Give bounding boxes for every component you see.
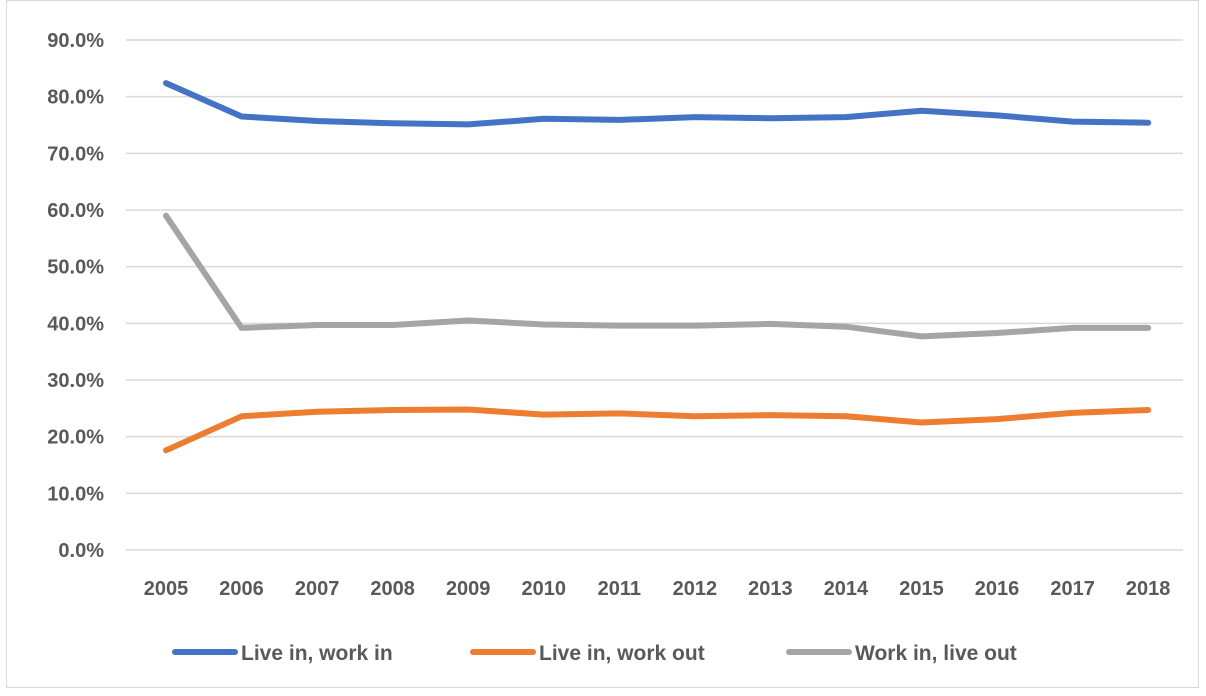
y-tick-label: 10.0% <box>47 483 104 505</box>
x-tick-label: 2014 <box>824 578 869 600</box>
legend-label: Work in, live out <box>855 642 1017 665</box>
x-tick-label: 2010 <box>522 578 567 600</box>
x-tick-label: 2017 <box>1050 578 1095 600</box>
y-tick-label: 20.0% <box>47 427 104 449</box>
x-tick-label: 2018 <box>1126 578 1171 600</box>
x-tick-label: 2006 <box>219 578 264 600</box>
x-axis-tick-labels: 2005 2006 2007 2008 2009 2010 2011 2012 2013 2014… <box>144 578 1171 600</box>
x-tick-label: 2005 <box>144 578 189 600</box>
y-tick-label: 80.0% <box>47 87 104 109</box>
x-tick-label: 2013 <box>748 578 793 600</box>
x-tick-label: 2012 <box>673 578 718 600</box>
legend: Live in, work in Live in, work out Work in… <box>172 642 1017 665</box>
x-tick-label: 2007 <box>295 578 340 600</box>
series-line-1 <box>163 80 1152 128</box>
x-tick-label: 2016 <box>975 578 1020 600</box>
y-tick-label: 60.0% <box>47 200 104 222</box>
y-tick-label: 90.0% <box>47 30 104 52</box>
chart-frame: 0.0% 10.0% 20.0% 30.0% 40.0% 50.0% 60.0% 70.0% 8… <box>6 0 1199 688</box>
series-lines <box>163 80 1152 454</box>
x-tick-label: 2011 <box>598 578 641 600</box>
legend-label: Live in, work in <box>241 642 393 665</box>
series-line-3 <box>163 212 1152 340</box>
series-line-2 <box>163 406 1152 454</box>
y-tick-label: 30.0% <box>47 370 104 392</box>
x-tick-label: 2009 <box>446 578 491 600</box>
x-tick-label: 2015 <box>899 578 944 600</box>
y-tick-label: 0.0% <box>58 540 104 562</box>
legend-label: Live in, work out <box>539 642 705 665</box>
line-chart: 0.0% 10.0% 20.0% 30.0% 40.0% 50.0% 60.0% 70.0% 8… <box>47 30 1183 665</box>
y-axis-tick-labels: 0.0% 10.0% 20.0% 30.0% 40.0% 50.0% 60.0% 70.0% 8… <box>47 30 104 562</box>
y-tick-label: 40.0% <box>47 313 104 335</box>
y-tick-label: 50.0% <box>47 257 104 279</box>
y-tick-label: 70.0% <box>47 143 104 165</box>
x-tick-label: 2008 <box>370 578 415 600</box>
